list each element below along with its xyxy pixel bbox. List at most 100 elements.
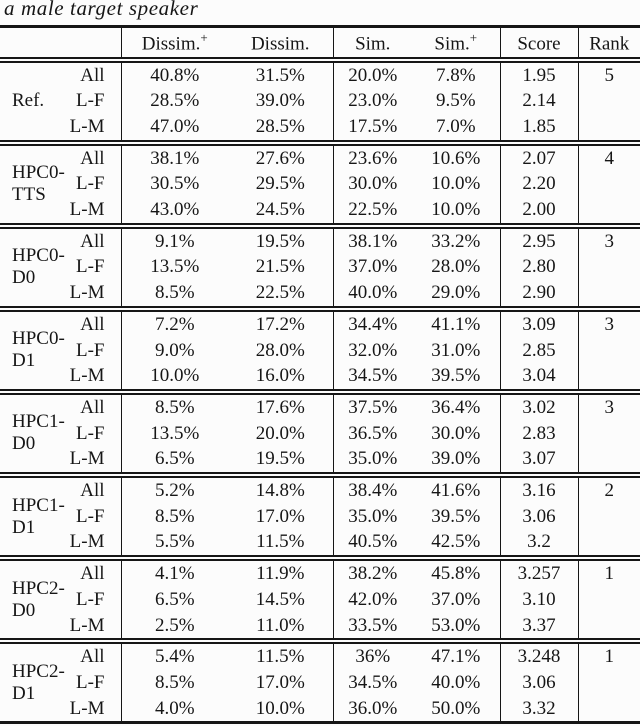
score-value: 2.83 bbox=[499, 420, 578, 447]
sim-plus-value: 10.6% bbox=[431, 147, 481, 169]
table-row: L-F 8.5% 17.0% 35.0% 39.5% 3.06 bbox=[0, 503, 640, 530]
dissim-plus-value: 13.5% bbox=[120, 254, 228, 281]
table-row: L-F 28.5% 39.0% 23.0% 9.5% 2.14 bbox=[0, 88, 640, 114]
column-header-label: Sim. bbox=[355, 32, 391, 54]
table-row: L-F 30.5% 29.5% 30.0% 10.0% 2.20 bbox=[0, 171, 640, 198]
table-caption: a male target speaker bbox=[4, 0, 199, 20]
rank-value: 3 bbox=[577, 308, 640, 392]
dissim-value: 16.0% bbox=[255, 365, 305, 387]
sim-value: 40.5% bbox=[332, 529, 412, 559]
sim-value: 35.0% bbox=[332, 503, 412, 530]
group-label-line: D1 bbox=[12, 350, 36, 372]
group-label-line: HPC0- bbox=[12, 162, 65, 184]
dissim-value: 39.0% bbox=[255, 90, 305, 112]
score-value: 3.06 bbox=[499, 669, 578, 696]
sim-value: 36% bbox=[332, 641, 412, 670]
sim-value: 33.5% bbox=[332, 612, 412, 642]
rank-value: 1 bbox=[577, 641, 640, 723]
group-label: HPC0- D1 bbox=[0, 309, 65, 392]
sim-plus-value: 31.0% bbox=[431, 339, 481, 361]
dissim-value: 11.5% bbox=[256, 531, 305, 553]
column-header-label: Sim. bbox=[434, 32, 470, 54]
sim-value: 23.0% bbox=[332, 88, 412, 114]
table-row: HPC0- D1 All 7.2% 17.2% 34.4% 41.1% 3.09 3 bbox=[0, 308, 640, 392]
table-row: L-F 8.5% 17.0% 34.5% 40.0% 3.06 bbox=[0, 669, 640, 696]
score-value: 3.07 bbox=[499, 446, 578, 476]
sim-plus-value: 37.0% bbox=[431, 588, 481, 610]
column-header-label: Score bbox=[517, 32, 561, 54]
group-label-line: D1 bbox=[12, 516, 36, 538]
column-header-dissim: Dissim. bbox=[228, 27, 333, 60]
dissim-plus-value: 47.0% bbox=[120, 113, 228, 143]
condition-label: L-M bbox=[69, 697, 105, 719]
group-label-line: HPC1- bbox=[12, 494, 65, 516]
table-row: L-M 8.5% 22.5% 40.0% 29.0% 2.90 bbox=[0, 280, 640, 309]
sim-value: 38.4% bbox=[332, 475, 412, 504]
column-header-dissim-plus: Dissim.+ bbox=[120, 26, 228, 60]
column-header-label: Dissim. bbox=[250, 32, 310, 54]
group-label-line: D1 bbox=[12, 682, 36, 704]
score-value: 2.80 bbox=[499, 254, 578, 281]
dissim-value: 20.0% bbox=[255, 422, 305, 444]
dissim-value: 24.5% bbox=[255, 199, 305, 221]
sim-value: 32.0% bbox=[332, 337, 412, 364]
group-label-line: D0 bbox=[12, 599, 36, 621]
sim-plus-value: 47.1% bbox=[431, 646, 481, 668]
sim-value: 34.5% bbox=[332, 669, 412, 696]
dissim-value: 21.5% bbox=[255, 256, 305, 278]
system-group: HPC1- D0 All 8.5% 17.6% 37.5% 36.4% 3.02 3 L-F 13.… bbox=[0, 391, 640, 476]
dissim-value: 11.9% bbox=[256, 563, 305, 585]
condition-label: All bbox=[80, 396, 105, 418]
sim-plus-value: 39.5% bbox=[431, 365, 481, 387]
sim-plus-value: 29.0% bbox=[431, 282, 481, 304]
sim-plus-value: 39.0% bbox=[431, 448, 481, 470]
group-label-line: D0 bbox=[12, 267, 36, 289]
score-value: 3.10 bbox=[499, 586, 578, 613]
dissim-plus-value: 6.5% bbox=[120, 446, 228, 476]
dissim-value: 19.5% bbox=[255, 230, 305, 252]
rank-value: 1 bbox=[577, 558, 640, 642]
sim-value: 42.0% bbox=[332, 586, 412, 613]
score-value: 3.16 bbox=[499, 475, 578, 504]
dissim-value: 14.8% bbox=[255, 480, 305, 502]
system-group: HPC0- D1 All 7.2% 17.2% 34.4% 41.1% 3.09 3 L-F 9.0… bbox=[0, 308, 640, 392]
condition-label: L-M bbox=[69, 199, 105, 221]
corner-cell bbox=[0, 27, 121, 60]
condition-label: All bbox=[80, 313, 105, 335]
dissim-plus-value: 8.5% bbox=[120, 503, 228, 530]
condition-label: L-F bbox=[76, 339, 105, 361]
table-row: L-M 6.5% 19.5% 35.0% 39.0% 3.07 bbox=[0, 446, 640, 476]
table-row: L-M 4.0% 10.0% 36.0% 50.0% 3.32 bbox=[0, 695, 640, 723]
dissim-value: 31.5% bbox=[255, 64, 305, 86]
sim-value: 34.4% bbox=[332, 308, 412, 338]
dissim-plus-value: 8.5% bbox=[120, 280, 228, 309]
sim-value: 37.5% bbox=[332, 391, 412, 421]
sim-value: 38.2% bbox=[332, 558, 412, 587]
sim-plus-value: 50.0% bbox=[431, 697, 481, 719]
sim-plus-value: 28.0% bbox=[431, 256, 481, 278]
condition-label: All bbox=[80, 147, 105, 169]
sim-value: 20.0% bbox=[332, 59, 412, 89]
dissim-value: 29.5% bbox=[255, 173, 305, 195]
dissim-plus-value: 38.1% bbox=[120, 142, 228, 172]
column-header-sim: Sim. bbox=[332, 26, 412, 60]
dissim-value: 11.5% bbox=[256, 646, 305, 668]
system-group: Ref. All 40.8% 31.5% 20.0% 7.8% 1.95 5 L-F 28.5% 3… bbox=[0, 59, 640, 143]
score-value: 2.20 bbox=[499, 171, 578, 198]
sim-plus-value: 30.0% bbox=[431, 422, 481, 444]
header-row: Dissim.+ Dissim. Sim. Sim.+ Score Rank bbox=[0, 26, 640, 60]
condition-label: All bbox=[80, 646, 105, 668]
group-label-line: HPC0- bbox=[12, 328, 65, 350]
dissim-plus-value: 43.0% bbox=[120, 197, 228, 226]
group-label: HPC0- D0 bbox=[0, 226, 65, 309]
score-value: 3.37 bbox=[499, 612, 578, 642]
sim-plus-value: 7.0% bbox=[435, 115, 476, 137]
group-label-line: D0 bbox=[12, 433, 36, 455]
dissim-value: 10.0% bbox=[255, 697, 305, 719]
sim-value: 23.6% bbox=[332, 142, 412, 172]
group-label: Ref. bbox=[0, 60, 62, 143]
dissim-value: 11.0% bbox=[256, 614, 305, 636]
dissim-value: 27.6% bbox=[255, 147, 305, 169]
dissim-plus-value: 13.5% bbox=[120, 420, 228, 447]
table-row: L-F 13.5% 21.5% 37.0% 28.0% 2.80 bbox=[0, 254, 640, 281]
